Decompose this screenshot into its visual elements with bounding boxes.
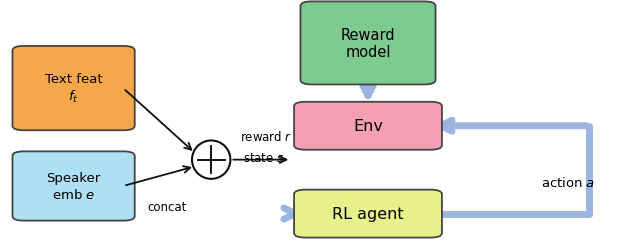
Text: Env: Env: [353, 119, 383, 134]
Text: Reward
model: Reward model: [340, 28, 396, 60]
FancyBboxPatch shape: [13, 47, 135, 131]
Text: action $a$: action $a$: [541, 176, 595, 190]
Text: Text feat
$f_t$: Text feat $f_t$: [45, 73, 102, 104]
Text: reward $r$: reward $r$: [240, 129, 292, 143]
Text: Speaker
emb $e$: Speaker emb $e$: [47, 172, 100, 201]
Text: RL agent: RL agent: [332, 206, 404, 221]
Text: concat: concat: [147, 200, 187, 213]
FancyBboxPatch shape: [13, 152, 135, 221]
FancyBboxPatch shape: [294, 102, 442, 150]
FancyBboxPatch shape: [301, 2, 435, 85]
Text: state $s$: state $s$: [243, 151, 285, 164]
FancyBboxPatch shape: [294, 190, 442, 238]
